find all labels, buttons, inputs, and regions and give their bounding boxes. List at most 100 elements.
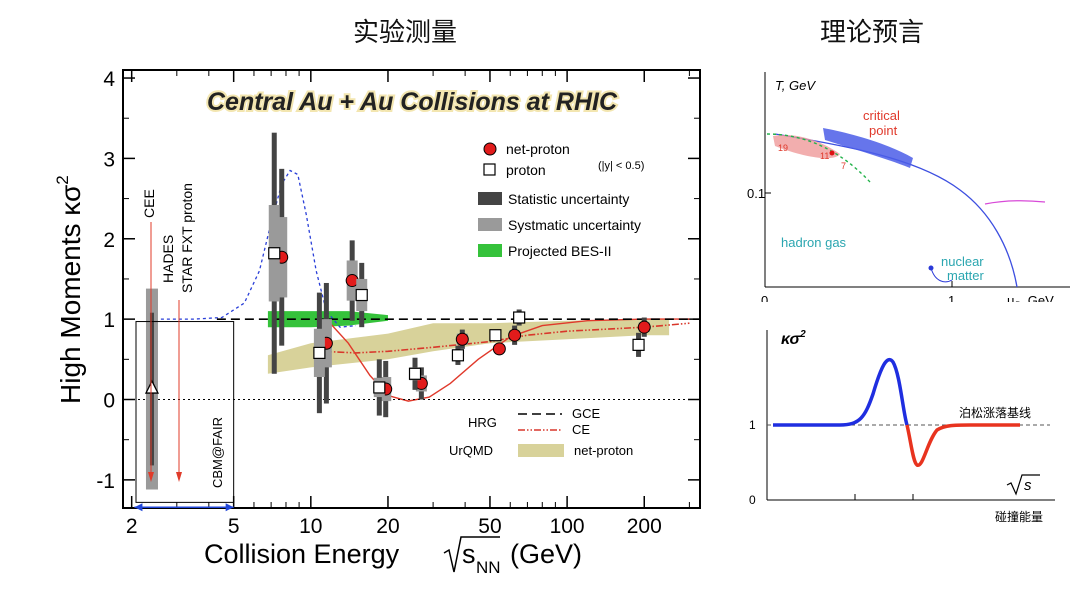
y-axis-title-main: High Moments κσ <box>55 185 86 404</box>
cbm-label: CBM@FAIR <box>210 417 225 488</box>
legend-projected-label: Projected BES-II <box>508 243 612 259</box>
net-proton-point-8 <box>637 320 651 334</box>
data-markers <box>144 132 651 490</box>
x-tick-label-100: 100 <box>550 515 585 538</box>
energy-label-11: 11 <box>820 151 829 161</box>
proton-point-3 <box>373 381 386 394</box>
point-label: point <box>869 123 898 138</box>
sketch-x-label: 碰撞能量 <box>995 509 1043 524</box>
left-panel-header: 实验测量 <box>353 18 458 48</box>
legend-gce-label: GCE <box>572 406 601 421</box>
legend-proton-marker <box>483 163 496 176</box>
critical-point-marker <box>829 150 835 156</box>
phase-xtick-1-label: 1 <box>948 293 955 302</box>
net-proton-point-7 <box>508 328 522 342</box>
x-tick-label-10: 10 <box>299 515 322 538</box>
cbm-arrow-right-head <box>225 503 234 512</box>
x-tick-label-200: 200 <box>627 515 662 538</box>
phase-boundary-curve <box>774 133 1018 288</box>
matter-label: matter <box>947 268 985 283</box>
y-tick-label-0: 0 <box>103 390 115 413</box>
chart-title: Central Au + Au Collisions at RHIC <box>207 88 618 116</box>
freezeout-line <box>766 133 871 183</box>
proton-point-1 <box>313 346 326 359</box>
net-proton-point-5 <box>455 332 469 346</box>
legend-urqmd-label: UrQMD <box>449 443 493 458</box>
sqrt-s-symbol <box>1006 474 1040 496</box>
legend-net-proton-label: net-proton <box>506 141 570 157</box>
kurtosis-sketch: κσ2 1 0 泊松涨落基线 s 碰撞能量 <box>749 329 1055 524</box>
sketch-ytick-1: 1 <box>749 418 756 432</box>
energy-label-7: 7 <box>841 161 846 171</box>
sketch-ytick-0: 0 <box>749 493 756 507</box>
y-tick-label-1: 1 <box>103 309 115 332</box>
y-tick-label-3: 3 <box>103 148 115 171</box>
plot-frame <box>122 69 701 509</box>
kurtosis-blue-curve <box>773 358 909 427</box>
legend-projected-swatch <box>478 244 502 257</box>
x-axis-title: Collision Energy s NN (GeV) <box>204 536 582 577</box>
proton-point-2 <box>355 288 368 302</box>
critical-label: critical <box>863 108 900 123</box>
legend-urqmd-series-label: net-proton <box>574 443 633 458</box>
kurtosis-red-curve <box>905 423 1020 467</box>
hades-marker <box>144 379 160 394</box>
phase-xtick-0: 0 <box>761 293 768 302</box>
cbm-range-box <box>135 321 235 503</box>
phase-diagram: T, GeV 0.1 0 1 μB, GeV critical point 19… <box>747 72 1070 302</box>
phase-x-mu: μ <box>1007 293 1015 302</box>
x-axis-ticks: 2 5 10 20 50 100 200 <box>126 70 690 538</box>
legend-stat-swatch <box>478 192 502 205</box>
x-axis-sqrt-symbol <box>443 536 500 573</box>
chart-title-fg: Central Au + Au Collisions at RHIC <box>207 88 618 116</box>
y-axis-title: High Moments κσ2 <box>53 175 86 404</box>
x-tick-label-50: 50 <box>478 515 501 538</box>
phase-x-unit: , GeV <box>1021 293 1055 302</box>
phase-x-sub: B <box>1015 300 1021 302</box>
x-tick-label-2: 2 <box>126 515 138 538</box>
first-order-region <box>823 128 913 168</box>
x-axis-title-unit: (GeV) <box>510 539 582 569</box>
sketch-y-label: κσ2 <box>781 329 806 348</box>
phase-x-axis-label: μB, GeV <box>1007 293 1054 302</box>
legend-stat-label: Statistic uncertainty <box>508 191 629 207</box>
legend-sys-label: Systmatic uncertainty <box>508 217 641 233</box>
cee-arrow-head <box>148 472 154 482</box>
y-axis-ticks: -1 0 1 2 3 4 <box>96 68 700 493</box>
x-axis-title-sub: NN <box>476 558 501 577</box>
nuclear-matter-pointer <box>930 267 953 283</box>
proton-point-5 <box>451 349 465 362</box>
legend-proton-label: proton <box>506 162 546 178</box>
legend-hrg-label: HRG <box>468 415 497 430</box>
proton-point-7 <box>513 311 526 324</box>
legend-proton-note: (|y| < 0.5) <box>598 160 644 172</box>
x-axis-title-s: s <box>462 539 476 569</box>
sketch-y-label-exp: 2 <box>799 329 806 340</box>
y-tick-label-2: 2 <box>103 229 115 252</box>
sketch-y-label-main: κσ <box>781 331 801 348</box>
urqmd-band <box>267 319 670 374</box>
x-tick-label-20: 20 <box>376 515 399 538</box>
hades-label: HADES <box>160 235 176 283</box>
star-fxt-arrow-head <box>176 472 182 482</box>
hrg-ce-curve <box>321 322 690 354</box>
cee-label: CEE <box>141 189 157 218</box>
star-fxt-label: STAR FXT proton <box>179 183 195 293</box>
baseline-label: 泊松涨落基线 <box>959 405 1031 420</box>
nuclear-liquid-gas-curve <box>984 200 1046 205</box>
proton-point-0 <box>268 247 281 260</box>
critical-region-pink <box>773 134 840 159</box>
legend-ce-label: CE <box>572 422 590 437</box>
hadron-gas-label: hadron gas <box>781 235 847 250</box>
model-red-curve <box>325 318 690 402</box>
energy-label-19: 19 <box>778 143 788 153</box>
proton-point-8 <box>632 338 645 351</box>
net-proton-point-6 <box>492 342 506 356</box>
legend-urqmd-swatch <box>518 444 564 457</box>
legend-sys-swatch <box>478 218 502 231</box>
sqrt-s-label: s <box>1024 477 1032 494</box>
legend: net-proton proton (|y| < 0.5) Statistic … <box>449 141 644 458</box>
proton-point-4 <box>408 367 422 380</box>
y-axis-title-exp: 2 <box>53 175 72 184</box>
